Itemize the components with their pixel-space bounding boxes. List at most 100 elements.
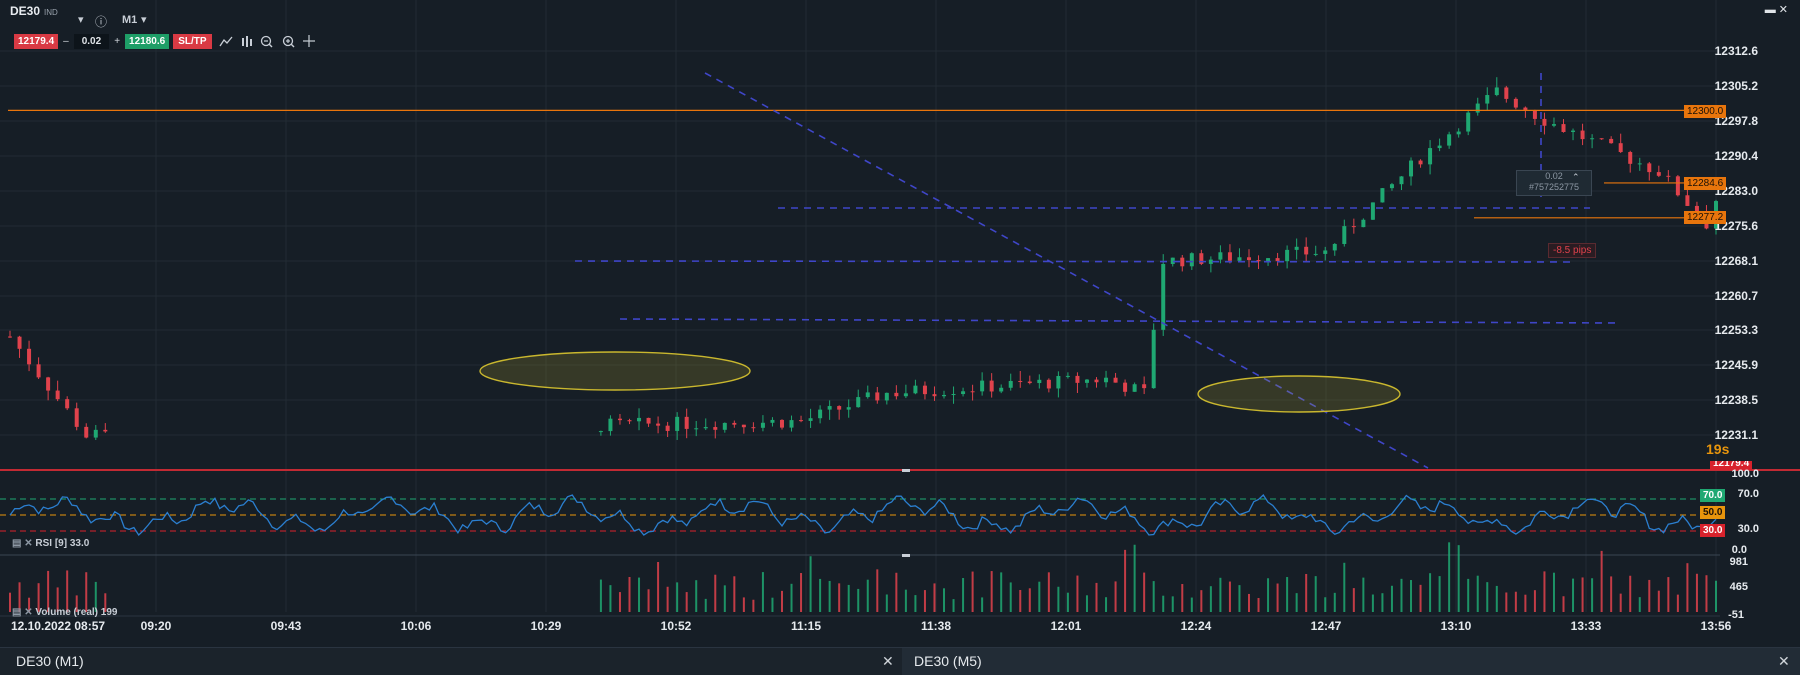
candle-body: [846, 407, 851, 410]
sltp-button[interactable]: SL/TP: [173, 33, 212, 49]
info-icon[interactable]: ⓘ: [95, 15, 108, 29]
level-tag[interactable]: 12300.0: [1684, 105, 1727, 118]
volume-bar: [1162, 595, 1165, 612]
candle-body: [713, 427, 718, 430]
candle-body: [970, 391, 975, 393]
volume-bar: [1505, 592, 1508, 612]
timeframe-selector[interactable]: M1: [122, 14, 138, 26]
candle-body: [1056, 376, 1061, 389]
volume-bar: [828, 580, 831, 612]
candle-body: [637, 417, 642, 422]
volume-bar: [1324, 597, 1327, 612]
close-icon[interactable]: ✕: [1778, 4, 1788, 16]
resistance-line: [574, 260, 1576, 263]
rsi-50-tag: 50.0: [1700, 506, 1726, 519]
tab-de30-m1[interactable]: DE30 (M1): [16, 653, 84, 669]
candle-body: [1027, 381, 1032, 384]
volume-bar: [1143, 572, 1146, 612]
volume-bar: [1476, 575, 1479, 612]
volume-bar: [1429, 573, 1432, 612]
volume-bar: [752, 599, 755, 612]
volume-bar: [1286, 577, 1289, 612]
candle-countdown: 19s: [1706, 441, 1730, 457]
volume-bar: [1228, 581, 1231, 612]
quantity-field[interactable]: 0.02: [73, 33, 110, 49]
close-icon[interactable]: ✕: [1778, 653, 1790, 669]
candle-body: [865, 392, 870, 398]
volume-bar: [761, 572, 764, 612]
level-tag[interactable]: 12284.6: [1684, 177, 1727, 190]
chevron-down-icon[interactable]: ▾: [141, 14, 147, 26]
volume-bar: [1438, 576, 1441, 612]
sell-button[interactable]: 12179.4: [14, 33, 59, 49]
candle-body: [1637, 163, 1642, 165]
volume-bar: [1390, 585, 1393, 612]
volume-indicator-label[interactable]: ▤ ✕ Volume (real) 199: [12, 607, 117, 618]
candle-body: [789, 420, 794, 428]
volume-bar: [1190, 597, 1193, 612]
symbol-selector[interactable]: DE30 IND: [10, 4, 58, 18]
candle-body: [903, 393, 908, 397]
candle-body: [1180, 257, 1185, 267]
restore-icon[interactable]: ▬: [1764, 4, 1776, 16]
candle-body: [1599, 138, 1604, 140]
volume-bar: [723, 585, 726, 612]
candle-body: [1437, 145, 1442, 149]
candle-body: [1237, 257, 1242, 261]
volume-bar: [800, 573, 803, 612]
candle-body: [1694, 205, 1699, 216]
candle-body: [913, 385, 918, 394]
candle-body: [1418, 160, 1423, 165]
volume-bar: [1581, 577, 1584, 612]
level-tag[interactable]: 12277.2: [1684, 211, 1727, 224]
candle-body: [617, 418, 622, 421]
candle-body: [1428, 148, 1433, 165]
zoom-out-icon[interactable]: [260, 35, 273, 48]
tab-de30-m5[interactable]: DE30 (M5): [914, 653, 982, 669]
candle-body: [1475, 103, 1480, 113]
time-tick: 12:01: [1050, 619, 1082, 633]
chart-canvas[interactable]: [0, 0, 1800, 647]
trade-panel: 12179.4 – 0.02 + 12180.6 SL/TP: [14, 33, 212, 49]
volume-bar: [94, 581, 97, 612]
candle-body: [1199, 253, 1204, 264]
increase-qty-button[interactable]: +: [114, 35, 121, 47]
candle-body: [84, 426, 89, 438]
volume-bar: [1486, 582, 1489, 612]
decrease-qty-button[interactable]: –: [63, 35, 69, 47]
volume-bar: [37, 583, 40, 612]
line-chart-icon[interactable]: [219, 36, 233, 47]
candle-body: [684, 416, 689, 429]
volume-bar: [1200, 590, 1203, 612]
candles-icon[interactable]: [242, 36, 252, 47]
volume-bar: [771, 597, 774, 612]
chevron-down-icon[interactable]: ▾: [78, 14, 84, 26]
candle-body: [1227, 252, 1232, 261]
candle-body: [1142, 384, 1147, 389]
position-info-box[interactable]: 0.02 #757252775: [1516, 170, 1592, 196]
volume-bar: [704, 598, 707, 612]
close-icon[interactable]: ✕: [882, 653, 894, 669]
candle-body: [922, 385, 927, 395]
volume-bar: [1715, 580, 1717, 612]
time-tick: 10:29: [530, 619, 562, 633]
candle-body: [55, 390, 60, 400]
buy-button[interactable]: 12180.6: [125, 33, 170, 49]
volume-bar: [628, 577, 631, 612]
rsi-70-tag: 70.0: [1700, 489, 1726, 502]
indicator-settings-icon[interactable]: ▤ ✕: [12, 607, 33, 618]
candle-body: [1065, 375, 1070, 377]
zoom-in-icon[interactable]: [282, 35, 295, 48]
position-id: #757252775: [1528, 182, 1580, 192]
chevron-up-icon[interactable]: ⌃: [1572, 172, 1580, 182]
crosshair-icon[interactable]: [303, 35, 315, 47]
volume-bar: [18, 582, 21, 612]
candle-body: [884, 392, 889, 401]
candle-body: [1323, 250, 1328, 254]
candle-body: [1685, 195, 1690, 206]
rsi-indicator-label[interactable]: ▤ ✕ RSI [9] 33.0: [12, 538, 89, 549]
volume-bar: [85, 572, 88, 612]
indicator-settings-icon[interactable]: ▤ ✕: [12, 538, 33, 549]
volume-bar: [990, 571, 993, 612]
candle-body: [1618, 143, 1623, 153]
